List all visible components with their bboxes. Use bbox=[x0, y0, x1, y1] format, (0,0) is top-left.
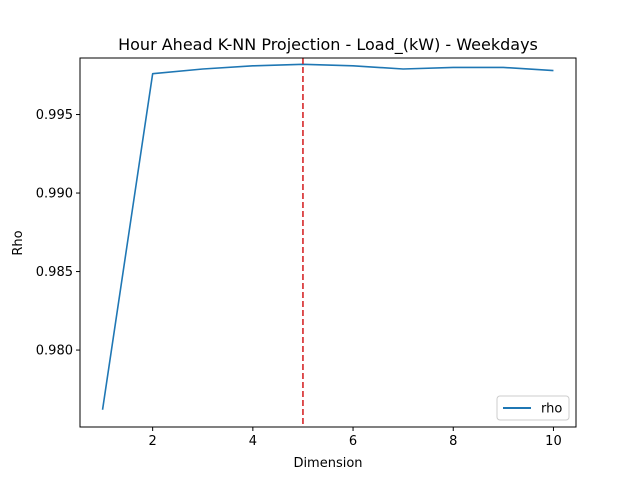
data-point bbox=[202, 68, 204, 70]
y-axis-label: Rho bbox=[11, 230, 26, 255]
y-tick-label: 0.980 bbox=[36, 344, 73, 359]
x-tick-label: 6 bbox=[349, 434, 357, 449]
series-line-rho bbox=[101, 63, 554, 410]
x-axis-label: Dimension bbox=[293, 456, 362, 471]
x-tick-label: 10 bbox=[545, 434, 562, 449]
data-point bbox=[352, 65, 354, 67]
data-point bbox=[452, 67, 454, 69]
y-tick-label: 0.985 bbox=[36, 265, 73, 280]
legend: rho bbox=[496, 395, 570, 421]
plot-frame bbox=[79, 57, 577, 428]
legend-box bbox=[496, 395, 570, 421]
legend-label-rho: rho bbox=[541, 402, 562, 417]
data-point bbox=[503, 67, 505, 69]
data-point bbox=[152, 73, 154, 75]
x-tick-label: 2 bbox=[149, 434, 157, 449]
data-point bbox=[402, 68, 404, 70]
x-tick-label: 8 bbox=[449, 434, 457, 449]
data-point bbox=[252, 65, 254, 67]
data-point bbox=[553, 70, 555, 72]
x-tick-label: 4 bbox=[249, 434, 257, 449]
plot-area: 2 4 6 8 10 0.980 0.985 0.990 0.995 bbox=[36, 58, 562, 449]
data-point bbox=[102, 409, 104, 411]
y-tick-label: 0.990 bbox=[36, 187, 73, 202]
chart-title: Hour Ahead K-NN Projection - Load_(kW) -… bbox=[118, 35, 538, 55]
y-tick-label: 0.995 bbox=[36, 108, 73, 123]
